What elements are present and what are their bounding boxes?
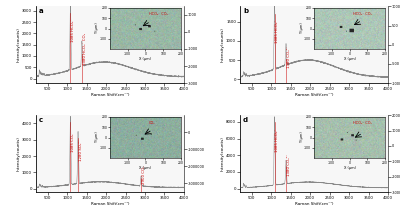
Text: b: b xyxy=(243,8,248,14)
Y-axis label: Intensity(counts): Intensity(counts) xyxy=(220,27,224,62)
Text: 1085 CO₂: 1085 CO₂ xyxy=(71,134,75,152)
Text: 1380 CO₃²⁻: 1380 CO₃²⁻ xyxy=(287,46,291,68)
X-axis label: Raman Shift(cm⁻¹): Raman Shift(cm⁻¹) xyxy=(91,202,129,206)
Text: 1085 HCO₃⁻: 1085 HCO₃⁻ xyxy=(71,19,75,42)
Text: 2900 CO₂: 2900 CO₂ xyxy=(142,165,146,184)
Text: d: d xyxy=(243,117,248,123)
Text: 1085 HCO₃⁻: 1085 HCO₃⁻ xyxy=(275,20,279,43)
Text: a: a xyxy=(39,8,44,14)
Y-axis label: Intensity(counts): Intensity(counts) xyxy=(16,136,20,171)
Text: 1280 SO₄²⁻: 1280 SO₄²⁻ xyxy=(79,139,83,161)
Text: c: c xyxy=(39,117,43,123)
X-axis label: Raman Shift(cm⁻¹): Raman Shift(cm⁻¹) xyxy=(295,202,333,206)
X-axis label: Raman Shift(cm⁻¹): Raman Shift(cm⁻¹) xyxy=(91,93,129,97)
Text: 1085 HCO₃⁻: 1085 HCO₃⁻ xyxy=(275,129,279,152)
X-axis label: Raman Shift(cm⁻¹): Raman Shift(cm⁻¹) xyxy=(295,93,333,97)
Text: 1380 CO₃²⁻: 1380 CO₃²⁻ xyxy=(287,154,291,176)
Text: 1380 HCO₃⁻ CO₂: 1380 HCO₃⁻ CO₂ xyxy=(83,33,87,65)
Y-axis label: Intensity(counts): Intensity(counts) xyxy=(16,27,20,62)
Y-axis label: Intensity(counts): Intensity(counts) xyxy=(220,136,224,171)
